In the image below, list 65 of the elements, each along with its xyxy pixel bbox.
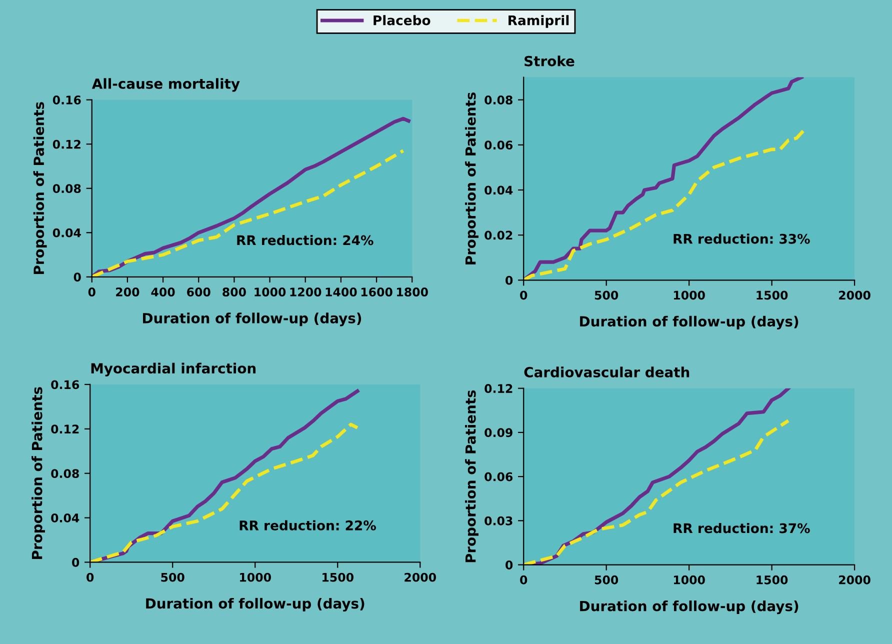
x-tick-label: 2000 <box>404 572 436 582</box>
annotation: RR reduction: 24% <box>237 235 374 246</box>
x-tick-label: 1400 <box>326 288 357 296</box>
chart-title: Myocardial infarction <box>91 362 256 376</box>
x-tick-label: 1200 <box>290 288 322 296</box>
y-tick-label: 0.08 <box>484 96 512 104</box>
x-axis-title: Duration of follow-up (days) <box>143 312 362 326</box>
x-tick-label: 0 <box>520 290 528 300</box>
x-tick-label: 0 <box>86 572 94 582</box>
chart-title: Stroke <box>524 56 574 66</box>
x-tick-label: 0 <box>88 288 96 296</box>
x-tick-label: 1000 <box>674 575 705 584</box>
y-tick-label: 0 <box>74 272 81 282</box>
x-axis-title: Duration of follow-up (days) <box>580 316 798 330</box>
y-tick-label: 0 <box>506 276 513 285</box>
x-tick-label: 600 <box>187 288 210 296</box>
y-tick-label: 0.04 <box>484 186 513 195</box>
legend-label: Placebo <box>374 15 430 26</box>
y-tick-label: 0.08 <box>52 184 81 194</box>
annotation: RR reduction: 37% <box>674 523 810 534</box>
chart-title: Cardiovascular death <box>524 366 690 378</box>
x-axis-title: Duration of follow-up (days) <box>146 598 364 612</box>
annotation: RR reduction: 33% <box>674 234 810 244</box>
x-tick-label: 400 <box>151 288 175 296</box>
y-tick-label: 0.03 <box>484 516 512 526</box>
y-tick-label: 0.02 <box>484 230 512 240</box>
y-tick-label: 0.16 <box>51 380 80 390</box>
y-tick-label: 0.12 <box>51 424 79 434</box>
line-series <box>92 149 405 277</box>
x-tick-label: 1800 <box>397 288 428 296</box>
x-tick-label: 1500 <box>756 575 788 584</box>
y-tick-label: 0.08 <box>51 469 79 478</box>
x-tick-label: 500 <box>594 575 618 584</box>
y-axis-title: Proportion of Patients <box>465 92 479 264</box>
x-axis-title: Duration of follow-up (days) <box>580 600 798 614</box>
x-tick-label: 1000 <box>674 290 705 300</box>
y-tick-label: 0.12 <box>484 384 512 393</box>
y-tick-label: 0.04 <box>51 514 80 522</box>
x-tick-label: 2000 <box>839 575 870 584</box>
x-tick-label: 800 <box>222 288 246 296</box>
y-tick-label: 0 <box>72 558 80 567</box>
y-axis-title: Proportion of Patients <box>465 390 479 562</box>
x-tick-label: 200 <box>116 288 140 296</box>
x-tick-label: 1500 <box>322 572 354 582</box>
x-tick-label: 2000 <box>839 290 870 300</box>
y-tick-label: 0 <box>506 560 513 570</box>
y-tick-label: 0.04 <box>52 228 81 238</box>
x-tick-label: 1000 <box>254 288 286 296</box>
line-series <box>92 116 410 277</box>
y-tick-label: 0.09 <box>484 428 512 438</box>
x-tick-label: 1000 <box>240 572 271 582</box>
annotation: RR reduction: 22% <box>240 520 376 530</box>
y-tick-label: 0.12 <box>52 140 80 149</box>
y-tick-label: 0.06 <box>484 140 513 150</box>
chart-title: All-cause mortality <box>92 78 240 92</box>
x-tick-label: 500 <box>594 290 618 300</box>
y-tick-label: 0.16 <box>52 96 81 104</box>
y-axis-title: Proportion of Patients <box>33 102 47 274</box>
x-tick-label: 0 <box>520 575 528 584</box>
x-tick-label: 500 <box>161 572 184 582</box>
x-tick-label: 1600 <box>361 288 392 296</box>
x-tick-label: 1500 <box>756 290 788 300</box>
y-axis-title: Proportion of Patients <box>32 387 45 559</box>
legend-label: Ramipril <box>508 15 569 28</box>
y-tick-label: 0.06 <box>484 472 513 482</box>
